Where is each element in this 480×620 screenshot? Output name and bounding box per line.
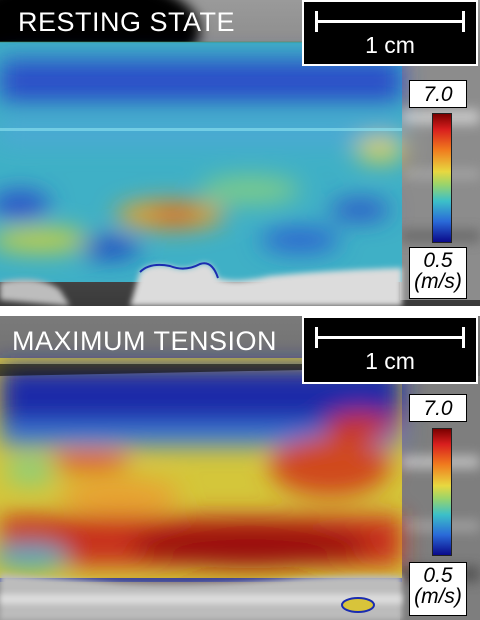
colorbar-max-label: 7.0 — [409, 394, 467, 422]
shear-wave-speed-overlay — [0, 358, 402, 582]
panel-title-resting-state: RESTING STATE — [18, 7, 236, 37]
colorbar-gradient — [432, 113, 452, 243]
scale-bar-tick-right — [462, 11, 465, 32]
colorbar-unit-label: (m/s) — [414, 270, 462, 293]
scale-bar-line — [316, 336, 464, 339]
colorbar-min-unit-label: 0.5 (m/s) — [409, 562, 467, 616]
colorbar-min-label: 0.5 — [423, 249, 453, 272]
colorbar-unit-label: (m/s) — [414, 585, 462, 608]
colorbar-max-label: 7.0 — [409, 80, 467, 108]
scale-bar-label: 1 cm — [365, 348, 415, 374]
scale-bar-tick-right — [462, 327, 465, 348]
scale-bar-line — [316, 20, 464, 23]
colorbar-min-unit-label: 0.5 (m/s) — [409, 247, 467, 299]
panel-divider — [0, 306, 480, 316]
scale-bar: 1 cm — [302, 316, 478, 384]
scale-bar: 1 cm — [302, 0, 478, 66]
panel-title-maximum-tension: MAXIMUM TENSION — [12, 326, 278, 356]
maximum-tension-elastography-image — [0, 316, 480, 620]
scale-bar-label: 1 cm — [365, 32, 415, 58]
colorbar-min-label: 0.5 — [423, 564, 453, 587]
resting-state-panel: RESTING STATE 1 cm 7.0 0.5 (m/s) — [0, 0, 480, 306]
maximum-tension-panel: MAXIMUM TENSION 1 cm 7.0 0.5 (m/s) — [0, 316, 480, 620]
colorbar-gradient — [432, 428, 452, 556]
shear-wave-speed-overlay — [0, 42, 405, 282]
